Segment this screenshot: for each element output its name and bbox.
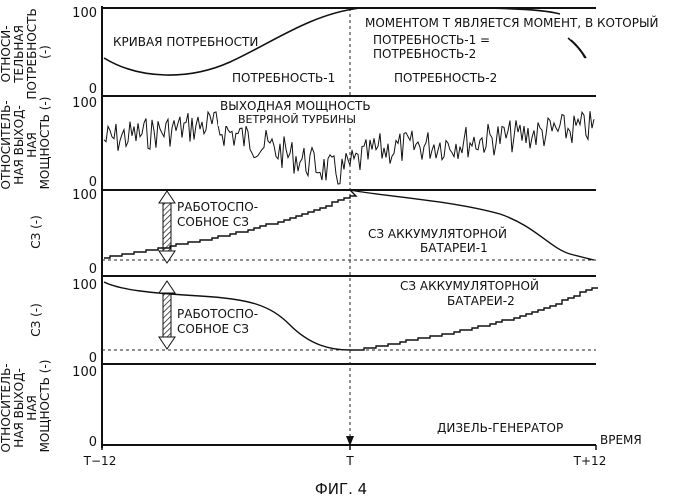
wind-y-top: 100 — [72, 96, 97, 111]
battery1-label: СЗ АККУМУЛЯТОРНОЙ БАТАРЕИ-1 — [368, 226, 511, 255]
time-tick-start: T−12 — [83, 454, 117, 468]
demand-curve-label: КРИВАЯ ПОТРЕБНОСТИ — [113, 35, 258, 49]
battery1-usable-label: РАБОТОСПО- СОБНОЕ СЗ — [177, 200, 262, 229]
wind-ylabel: ОТНОСИТЕЛЬ- НАЯ ВЫХОД- НАЯ МОЩНОСТЬ (-) — [0, 97, 52, 190]
figure-caption: ФИГ. 4 — [315, 480, 367, 498]
battery2-ylabel: СЗ (-) — [29, 303, 43, 337]
demand-ylabel: ОТНОСИ- ТЕЛЬНАЯ ПОТРЕБНОСТЬ (-) — [0, 4, 52, 99]
battery2-y-top: 100 — [72, 278, 97, 293]
demand1-label: ПОТРЕБНОСТЬ-1 — [232, 71, 335, 85]
y-tick-labels: 100 0 100 0 100 0 100 0 100 0 — [72, 6, 97, 450]
time-axis-label: ВРЕМЯ — [600, 433, 642, 447]
note-leader-line — [568, 38, 585, 58]
demand-y-top: 100 — [72, 6, 97, 21]
battery2-usable-arrow — [159, 281, 175, 349]
time-tick-end: T+12 — [573, 454, 607, 468]
demand2-label: ПОТРЕБНОСТЬ-2 — [394, 71, 497, 85]
battery1-ylabel: СЗ (-) — [29, 215, 43, 249]
time-tick-t: T — [345, 454, 354, 468]
battery2-y-bottom: 0 — [89, 351, 97, 366]
diesel-ylabel: ОТНОСИТЕЛЬ- НАЯ ВЫХОД- НАЯ МОЩНОСТЬ (-) — [0, 360, 52, 453]
battery1-y-top: 100 — [72, 188, 97, 203]
demand-y-bottom: 0 — [89, 82, 97, 97]
wind-output-label: ВЫХОДНАЯ МОЩНОСТЬ ВЕТРЯНОЙ ТУРБИНЫ — [220, 99, 374, 126]
diesel-y-top: 100 — [72, 365, 97, 380]
battery1-usable-arrow — [159, 191, 175, 263]
diesel-label: ДИЗЕЛЬ-ГЕНЕРАТОР — [437, 421, 563, 435]
battery2-usable-label: РАБОТОСПО- СОБНОЕ СЗ — [177, 307, 262, 336]
moment-t-note: МОМЕНТОМ Т ЯВЛЯЕТСЯ МОМЕНТ, В КОТОРЫЙ ПО… — [365, 15, 662, 61]
diesel-y-bottom: 0 — [89, 435, 97, 450]
battery1-y-bottom: 0 — [89, 262, 97, 277]
battery2-label: СЗ АККУМУЛЯТОРНОЙ БАТАРЕИ-2 — [400, 278, 543, 308]
